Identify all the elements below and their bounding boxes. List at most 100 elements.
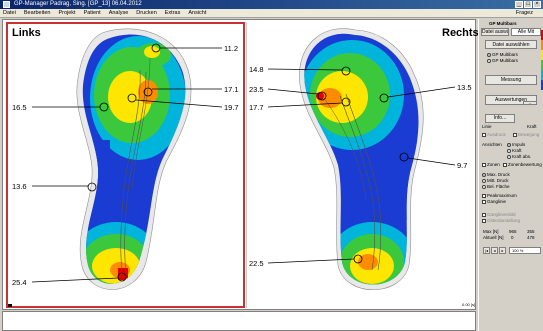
- app-icon: [3, 1, 10, 8]
- contact-area-label: Bel. Fläche: [487, 184, 510, 189]
- peak-label: Peakmaximum: [487, 193, 517, 198]
- mean-pressure-dot[interactable]: [482, 178, 486, 183]
- view-force[interactable]: Kraft: [507, 148, 522, 154]
- print-checkbox[interactable]: Ausdruck: [482, 132, 506, 138]
- minimize-button[interactable]: _: [515, 1, 523, 8]
- peak-checkbox[interactable]: Peakmaximum: [482, 193, 517, 199]
- max-pressure-dot[interactable]: [482, 172, 486, 177]
- control-sidebar: GP Multibars Datei auswählen Alle Mit Da…: [478, 19, 543, 331]
- menu-extras[interactable]: Extras: [164, 10, 181, 16]
- grid-label: Gitterdarstellung: [487, 218, 521, 223]
- left-label-toes: 11.2: [224, 44, 239, 53]
- close-button[interactable]: ×: [533, 1, 541, 8]
- time-readout: 0.00 [s]: [462, 302, 476, 307]
- motion-checkbox[interactable]: Bewegung: [513, 132, 539, 138]
- evaluations-button[interactable]: Auswertungen: [485, 95, 537, 105]
- view-force-abs-label: Kraft abs.: [512, 154, 532, 159]
- gait-image-box[interactable]: [482, 212, 486, 217]
- grid-checkbox[interactable]: Gitterdarstellung: [482, 218, 520, 224]
- right-label-toes: 23.5: [249, 85, 264, 94]
- max-pressure-label: Max. Druck: [487, 172, 510, 177]
- mode-button[interactable]: Datei auswählen: [481, 28, 509, 36]
- gait-line-checkbox[interactable]: Ganglinie: [482, 199, 506, 205]
- title-bar: GP-Manager Padrag, Sing. [GP_13] 06.04.2…: [0, 0, 543, 9]
- radio-a-dot[interactable]: [487, 52, 491, 57]
- left-foot-map: [76, 28, 192, 290]
- right-label-heel: 22.5: [249, 259, 264, 268]
- menu-datei[interactable]: Datei: [3, 10, 16, 16]
- zones-mark-checkbox[interactable]: Zonenbewertung: [503, 162, 542, 168]
- mean-pressure-label: Mitt. Druck: [487, 178, 509, 183]
- select-file-button[interactable]: Datei auswählen: [485, 40, 537, 49]
- next-frame-button[interactable]: ▸: [499, 247, 506, 254]
- measure-button[interactable]: Messung: [485, 75, 537, 85]
- left-label-midfoot: 13.6: [12, 182, 27, 191]
- info-button[interactable]: Info...: [485, 114, 515, 123]
- radio-multibars-b[interactable]: GP Multibars: [487, 58, 518, 64]
- view-force-dot[interactable]: [507, 148, 511, 153]
- menu-drucken[interactable]: Drucken: [136, 10, 157, 16]
- motion-label: Bewegung: [518, 132, 540, 137]
- first-frame-button[interactable]: |◂: [483, 247, 490, 254]
- print-box[interactable]: [482, 132, 486, 137]
- right-foot-map: [299, 28, 424, 291]
- sidebar-header: GP Multibars: [489, 21, 517, 26]
- menu-help[interactable]: Fragez: [515, 10, 533, 16]
- max-force-label: Max [N]: [483, 229, 499, 234]
- current-force-left: 0: [511, 235, 514, 240]
- view-impulse-dot[interactable]: [507, 142, 511, 147]
- menu-analyse[interactable]: Analyse: [108, 10, 129, 16]
- menu-projekt[interactable]: Projekt: [58, 10, 76, 16]
- gait-line-label: Ganglinie: [487, 199, 507, 204]
- radio-b-dot[interactable]: [487, 58, 491, 63]
- max-force-left: 965: [509, 229, 517, 234]
- view-force-abs-dot[interactable]: [507, 154, 511, 159]
- menu-ansicht[interactable]: Ansicht: [188, 10, 207, 16]
- zones-box[interactable]: [482, 162, 486, 167]
- radio-contact-area[interactable]: Bel. Fläche: [482, 184, 510, 190]
- print-label: Ausdruck: [487, 132, 506, 137]
- peak-box[interactable]: [482, 193, 486, 198]
- gait-line-box[interactable]: [482, 199, 486, 204]
- mode-dropdown[interactable]: Alle Mit: [511, 28, 541, 36]
- left-label-mtp5: 16.5: [12, 103, 27, 112]
- menu-patient[interactable]: Patient: [83, 10, 101, 16]
- prev-frame-button[interactable]: ◂: [491, 247, 498, 254]
- color-scale-bar: [541, 30, 543, 90]
- nav-label-1: Linie: [482, 124, 492, 129]
- view-force-label: Kraft: [512, 148, 522, 153]
- max-force-right: 355: [527, 229, 535, 234]
- radio-multibars-a[interactable]: GP Multibars: [487, 52, 518, 58]
- nav-label-2: Kraft: [527, 124, 537, 129]
- left-label-mtp2: 19.7: [224, 103, 239, 112]
- menu-bearbeiten[interactable]: Bearbeiten: [23, 10, 51, 16]
- radio-max-pressure[interactable]: Max. Druck: [482, 172, 510, 178]
- grid-box[interactable]: [482, 218, 486, 223]
- left-panel-title: Links: [12, 27, 41, 39]
- origin-marker: [8, 304, 12, 307]
- zoom-select[interactable]: 100 %: [509, 247, 541, 254]
- views-label: Ansichten: [482, 142, 502, 147]
- zones-mark-box[interactable]: [503, 162, 507, 167]
- right-label-mtp2: 17.7: [249, 103, 264, 112]
- contact-area-dot[interactable]: [482, 184, 486, 189]
- view-force-abs[interactable]: Kraft abs.: [507, 154, 531, 160]
- gait-image-label: Ganglinienbild: [487, 212, 516, 217]
- view-impulse[interactable]: Impuls: [507, 142, 525, 148]
- current-force-label: Aktuell [N]: [483, 235, 504, 240]
- right-panel-title: Rechts: [442, 27, 479, 39]
- window-title: GP-Manager Padrag, Sing. [GP_13] 06.04.2…: [14, 1, 142, 7]
- gait-image-checkbox[interactable]: Ganglinienbild: [482, 212, 516, 218]
- radio-mean-pressure[interactable]: Mitt. Druck: [482, 178, 509, 184]
- radio-b-label: GP Multibars: [492, 58, 518, 63]
- force-curve-strip[interactable]: [2, 311, 476, 331]
- left-label-heel: 25.4: [12, 278, 27, 287]
- zones-mark-label: Zonenbewertung: [508, 162, 542, 167]
- zones-checkbox[interactable]: Zonen: [482, 162, 500, 168]
- motion-box[interactable]: [513, 132, 517, 137]
- panel-divider: [246, 22, 247, 308]
- zones-label: Zonen: [487, 162, 500, 167]
- maximize-button[interactable]: □: [524, 1, 532, 8]
- nav-arrows[interactable]: ◂ ▸: [523, 101, 537, 105]
